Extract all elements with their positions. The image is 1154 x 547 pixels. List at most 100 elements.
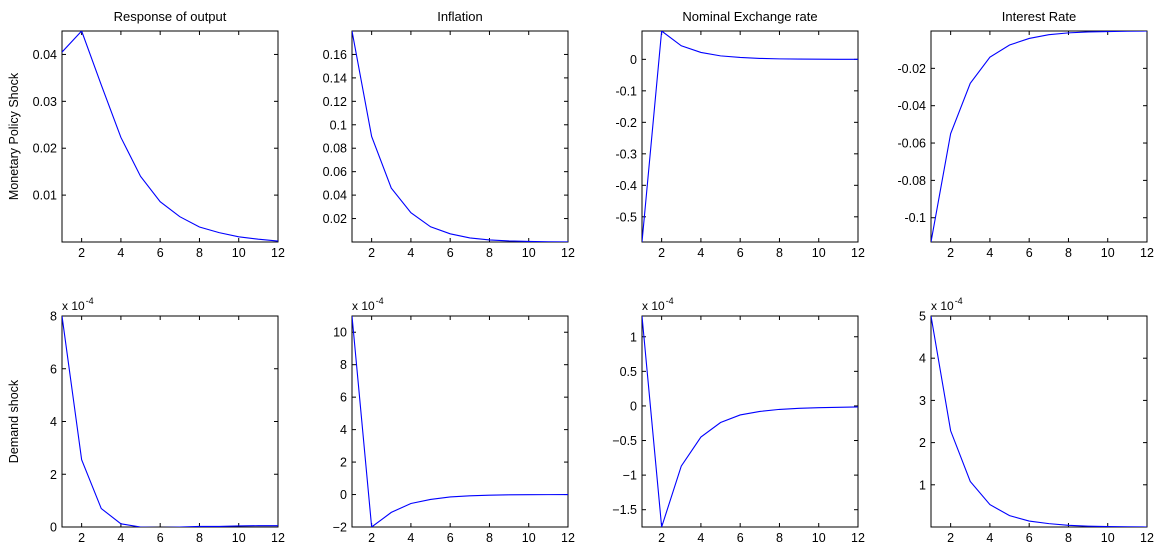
panel-2: 2 4 6 8 10 12 0.02 0.04 0.06 0.08 0.1 0.12 0.14 0.16 I…	[323, 9, 575, 260]
x-tick-label: 10	[522, 531, 536, 545]
panel-5: 2 4 6 8 10 12 0 2 4 6 8 Demand shock x 10-4	[7, 296, 285, 545]
axes-box	[641, 30, 859, 243]
x-tick-label: 10	[232, 246, 246, 260]
x-tick-label: 10	[522, 246, 536, 260]
y-tick-label: 2	[50, 468, 57, 482]
axes-box	[61, 30, 279, 243]
y-tick-label: 8	[340, 358, 347, 372]
row-y-label: Monetary Policy Shock	[7, 72, 21, 200]
x-tick-label: 6	[1026, 531, 1033, 545]
x-tick-label: 4	[407, 246, 414, 260]
row-y-label: Demand shock	[7, 379, 21, 463]
y-tick-label: 4	[50, 415, 57, 429]
y-exponent-power: -4	[376, 296, 384, 306]
y-tick-label: 0.14	[323, 71, 347, 85]
x-tick-label: 12	[561, 531, 575, 545]
y-tick-label: −2	[333, 521, 347, 535]
x-tick-label: 2	[368, 246, 375, 260]
x-tick-label: 12	[271, 246, 285, 260]
axes-box	[930, 30, 1148, 243]
panel-title: Inflation	[437, 9, 483, 24]
y-tick-label: 0.03	[33, 95, 57, 109]
x-tick-label: 6	[157, 246, 164, 260]
y-exponent-base: x 10	[62, 299, 85, 313]
y-tick-label: 2	[919, 436, 926, 450]
y-exponent-label: x 10-4	[62, 296, 94, 313]
x-tick-label: 2	[947, 531, 954, 545]
y-exponent-power: -4	[86, 296, 94, 306]
x-tick-label: 4	[117, 246, 124, 260]
x-tick-label: 8	[486, 531, 493, 545]
y-tick-label: 0.5	[620, 365, 637, 379]
panel-title: Interest Rate	[1002, 9, 1076, 24]
y-tick-label: 0.08	[323, 142, 347, 156]
axes-box	[351, 30, 569, 243]
x-tick-label: 8	[776, 246, 783, 260]
x-tick-label: 10	[812, 531, 826, 545]
y-tick-label: 0.01	[33, 189, 57, 203]
x-tick-label: 12	[1140, 531, 1154, 545]
y-tick-label: 0	[630, 53, 637, 67]
panel-title: Response of output	[114, 9, 227, 24]
panel-7: 2 4 6 8 10 12 −1.5 −1 −0.5 0 0.5 1 x 10-4	[612, 296, 865, 545]
y-tick-label: -0.08	[898, 174, 927, 188]
response-line	[62, 31, 278, 242]
axes-box	[930, 315, 1148, 528]
response-line	[352, 31, 568, 242]
y-tick-label: 1	[630, 330, 637, 344]
x-tick-label: 12	[271, 531, 285, 545]
response-line	[352, 316, 568, 527]
x-tick-label: 2	[947, 246, 954, 260]
y-tick-label: -0.3	[615, 147, 637, 161]
y-tick-label: 6	[50, 362, 57, 376]
x-tick-label: 10	[232, 531, 246, 545]
y-tick-label: 0.16	[323, 48, 347, 62]
y-tick-label: 0.04	[323, 189, 347, 203]
x-tick-label: 10	[1101, 531, 1115, 545]
x-tick-label: 8	[1065, 531, 1072, 545]
x-tick-label: 6	[157, 531, 164, 545]
y-tick-label: -0.5	[615, 210, 637, 224]
y-tick-label: 6	[340, 391, 347, 405]
y-tick-label: -0.02	[898, 62, 927, 76]
panel-1: 2 4 6 8 10 12 0.01 0.02 0.03 0.04 Response of outp…	[7, 9, 285, 260]
y-tick-label: 0.12	[323, 95, 347, 109]
x-tick-label: 12	[851, 531, 865, 545]
axes-box	[61, 315, 279, 528]
x-tick-label: 2	[78, 531, 85, 545]
response-line	[642, 316, 858, 527]
axes-box	[351, 315, 569, 528]
response-line	[931, 316, 1147, 527]
y-exponent-power: -4	[955, 296, 963, 306]
y-tick-label: −1	[623, 469, 637, 483]
panel-title: Nominal Exchange rate	[682, 9, 817, 24]
y-tick-label: 3	[919, 394, 926, 408]
y-exponent-label: x 10-4	[931, 296, 963, 313]
x-tick-label: 4	[986, 531, 993, 545]
y-tick-label: 4	[340, 423, 347, 437]
x-tick-label: 10	[1101, 246, 1115, 260]
x-tick-label: 8	[1065, 246, 1072, 260]
x-tick-label: 6	[447, 246, 454, 260]
axes-box	[641, 315, 859, 528]
x-tick-label: 6	[1026, 246, 1033, 260]
x-tick-label: 10	[812, 246, 826, 260]
x-tick-label: 12	[561, 246, 575, 260]
y-tick-label: -0.06	[898, 137, 927, 151]
y-tick-label: 1	[919, 478, 926, 492]
y-tick-label: 0	[340, 488, 347, 502]
y-tick-label: 0.02	[323, 212, 347, 226]
x-tick-label: 8	[486, 246, 493, 260]
y-tick-label: −1.5	[612, 503, 637, 517]
y-tick-label: 2	[340, 456, 347, 470]
x-tick-label: 2	[658, 531, 665, 545]
y-tick-label: −0.5	[612, 434, 637, 448]
x-tick-label: 12	[851, 246, 865, 260]
y-tick-label: 5	[919, 310, 926, 324]
x-tick-label: 6	[447, 531, 454, 545]
y-tick-label: 0.04	[33, 48, 57, 62]
y-exponent-label: x 10-4	[642, 296, 674, 313]
y-exponent-base: x 10	[931, 299, 954, 313]
y-tick-label: 10	[333, 326, 347, 340]
